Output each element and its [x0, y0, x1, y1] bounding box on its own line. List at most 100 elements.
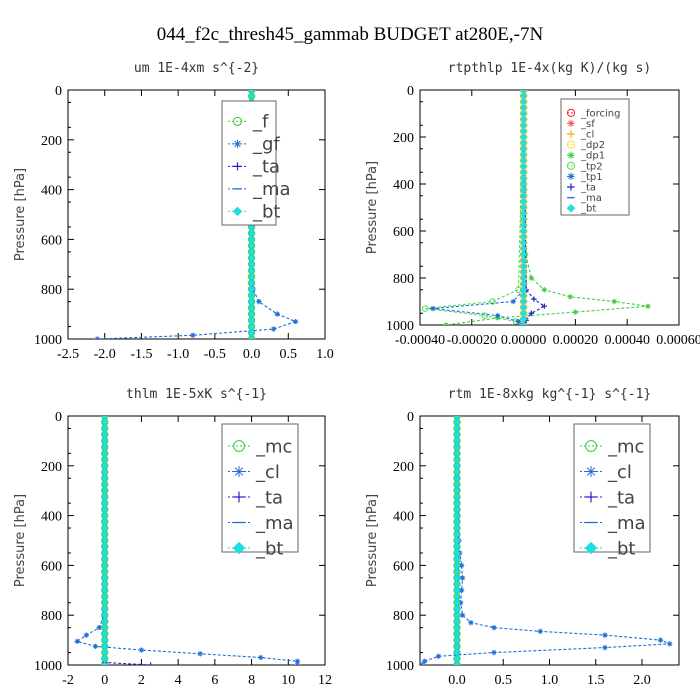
legend-marker — [566, 203, 576, 213]
legend-marker — [567, 130, 575, 138]
panel-title: rtpthlp 1E-4x(kg K)/(kg s) — [448, 61, 652, 76]
x-tick-label: 0.5 — [280, 347, 298, 362]
data-point — [667, 641, 673, 647]
data-point — [421, 305, 429, 312]
y-tick-label: 400 — [41, 510, 62, 525]
legend-entry: _ma — [252, 179, 291, 200]
x-tick-label: 0.00000 — [501, 333, 547, 348]
data-point — [435, 653, 442, 659]
y-tick-label: 600 — [41, 233, 62, 248]
x-tick-label: 1.0 — [541, 673, 559, 688]
data-point — [421, 658, 428, 664]
panel-title: um 1E-4xm s^{-2} — [134, 61, 259, 76]
legend: _mc _cl _ta _ma _bt — [221, 423, 299, 559]
y-tick-label: 600 — [393, 559, 414, 574]
legend: _mc _cl _ta _ma _bt — [573, 423, 651, 559]
data-point — [541, 303, 548, 309]
legend-marker — [232, 541, 246, 555]
y-tick-label: 1000 — [34, 333, 62, 348]
x-tick-label: 1.0 — [316, 347, 334, 362]
data-point — [190, 332, 196, 338]
series-line-gf — [97, 90, 298, 339]
data-point — [572, 309, 579, 315]
legend-marker — [585, 440, 597, 452]
plot-frame — [67, 89, 326, 340]
y-tick-label: 800 — [393, 272, 414, 287]
x-tick-label: 0.00020 — [553, 333, 599, 348]
x-tick-label: -0.00020 — [447, 333, 497, 348]
panel-1: um 1E-4xm s^{-2} Pressure [hPa] 0 200 400 600… — [13, 61, 334, 362]
data-point — [459, 575, 466, 581]
data-point — [510, 298, 516, 305]
y-tick-label: 400 — [393, 510, 414, 525]
panel-2: rtpthlp 1E-4x(kg K)/(kg s) Pressure [hPa]… — [365, 61, 700, 348]
legend-marker — [585, 491, 597, 503]
data-point — [292, 318, 299, 325]
data-point — [541, 287, 548, 293]
legend-marker — [566, 108, 576, 117]
data-point — [197, 651, 203, 657]
legend-marker — [584, 541, 598, 555]
y-axis-label: Pressure [hPa] — [365, 494, 380, 587]
data-point — [258, 654, 264, 661]
data-point — [453, 661, 461, 665]
plot-frame — [67, 415, 326, 666]
legend-entry: _bt — [255, 538, 283, 559]
legend-entry: _bt — [580, 204, 596, 215]
data-point — [96, 624, 102, 631]
data-point — [100, 661, 109, 665]
x-tick-label: -2 — [62, 673, 74, 688]
panel-3: thlm 1E-5xK s^{-1} Pressure [hPa] 0 200 400 6… — [13, 387, 332, 688]
legend-box — [221, 423, 299, 553]
legend-entry: _ma — [580, 193, 602, 204]
y-tick-label: 200 — [393, 131, 414, 146]
legend-marker — [567, 183, 575, 191]
data-point — [458, 587, 465, 593]
data-point — [430, 305, 436, 312]
y-tick-label: 800 — [41, 609, 62, 624]
data-point — [602, 644, 608, 651]
x-tick-label: -0.00040 — [395, 333, 445, 348]
series-line-tp2 — [425, 90, 525, 325]
legend-entry: _sf — [580, 119, 595, 130]
legend-entry: _tp1 — [580, 172, 603, 183]
legend-entry: _ta — [252, 157, 280, 178]
y-tick-label: 800 — [393, 609, 414, 624]
data-point — [531, 296, 537, 302]
legend-entry: _ta — [255, 487, 283, 508]
legend-marker — [232, 116, 243, 126]
data-point — [147, 662, 154, 665]
figure-title: 044_f2c_thresh45_gammab BUDGET at280E,-7… — [157, 24, 544, 45]
legend-entry: _ma — [607, 513, 646, 534]
x-tick-label: 10 — [281, 673, 295, 688]
legend-entry: _cl — [607, 462, 632, 483]
y-axis-label: Pressure [hPa] — [13, 494, 28, 587]
legend-box — [221, 100, 277, 226]
y-tick-label: 200 — [41, 460, 62, 475]
x-tick-label: -1.0 — [167, 347, 189, 362]
data-point — [489, 298, 496, 305]
data-point — [256, 298, 262, 305]
x-tick-label: 1.5 — [587, 673, 605, 688]
legend-entry: _ta — [607, 487, 635, 508]
legend-entry: _gf — [252, 134, 280, 155]
legend: _f_gf_ta_ma_bt — [221, 100, 291, 226]
x-tick-label: 6 — [211, 673, 218, 688]
legend-entry: _ma — [255, 513, 294, 534]
legend-marker — [232, 206, 243, 217]
x-tick-label: -2.5 — [57, 347, 79, 362]
series-group — [421, 90, 651, 325]
legend-marker — [567, 151, 575, 159]
x-tick-label: 2.0 — [633, 673, 651, 688]
data-point — [270, 326, 277, 332]
x-tick-label: 0 — [101, 673, 108, 688]
y-tick-label: 800 — [41, 283, 62, 298]
x-tick-label: 12 — [318, 673, 332, 688]
legend-entry: _f — [252, 112, 269, 133]
x-tick-label: -0.5 — [204, 347, 226, 362]
x-tick-label: 2 — [138, 673, 145, 688]
legend-entry: _forcing — [580, 108, 621, 119]
x-tick-label: 0.5 — [495, 673, 513, 688]
legend-marker — [233, 491, 245, 503]
data-point — [491, 624, 497, 631]
